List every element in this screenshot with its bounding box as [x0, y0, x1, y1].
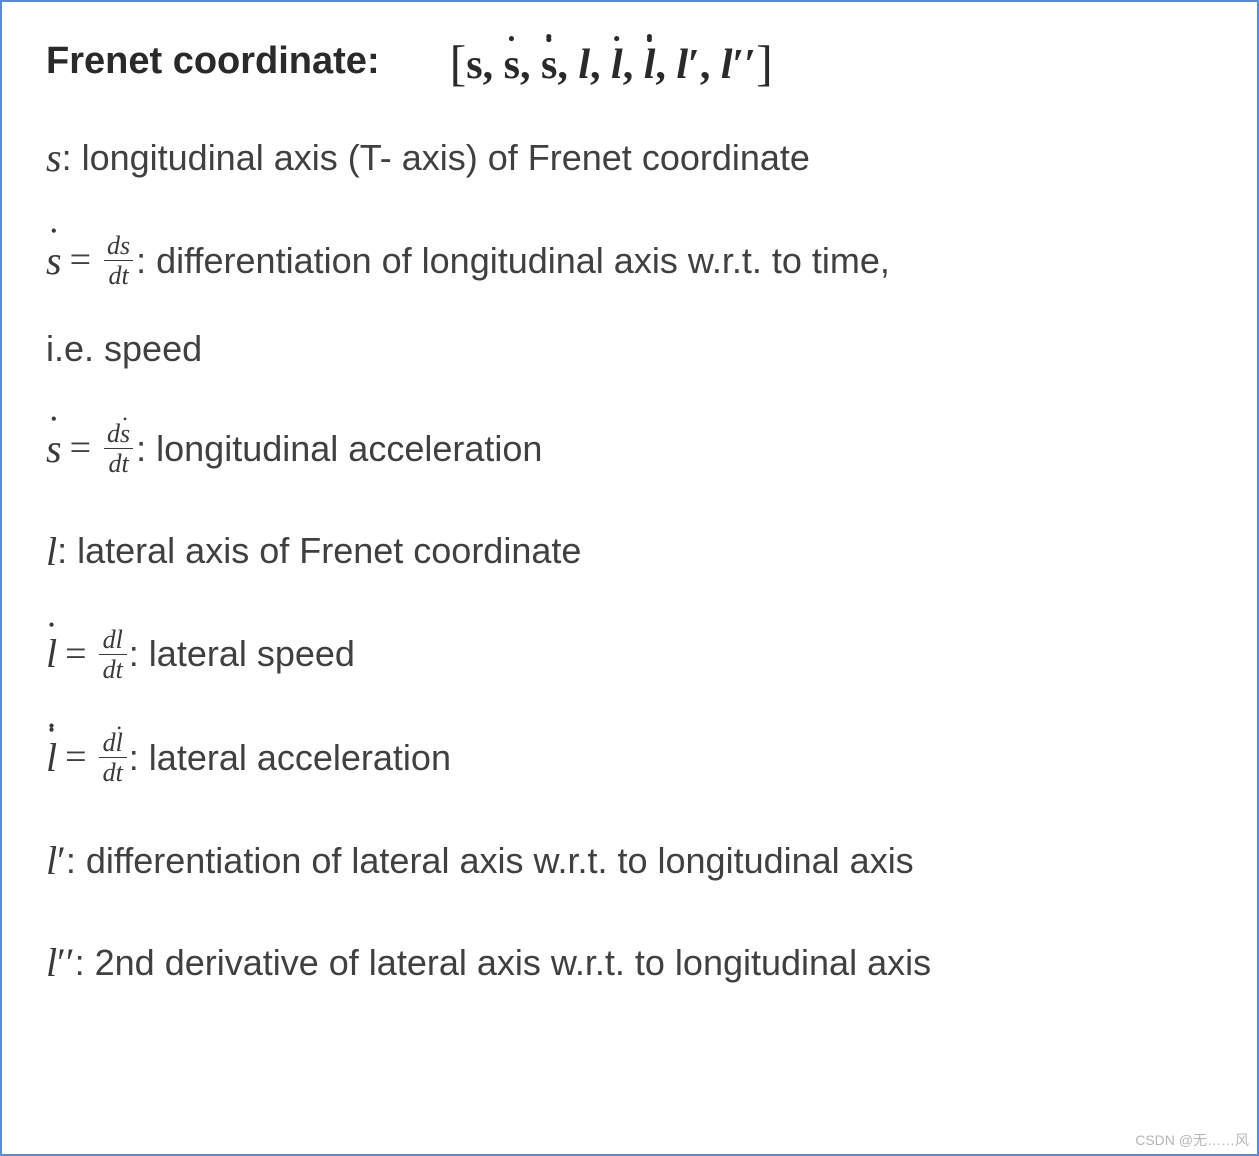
- equals-sign: =: [65, 731, 86, 784]
- fraction-ds-dt: ds dt: [103, 232, 134, 290]
- frac-den: dt: [104, 260, 132, 289]
- frac-num: ds: [103, 232, 134, 260]
- desc-ldoubleprime: : 2nd derivative of lateral axis w.r.t. …: [75, 938, 931, 988]
- fraction-dsdot-dt: d•s dt: [103, 420, 134, 478]
- desc-s: : longitudinal axis (T- axis) of Frenet …: [62, 133, 810, 183]
- document-frame: Frenet coordinate: [s, •s, ••s, l, •l, •…: [0, 0, 1259, 1156]
- symbol-lprime: l′: [46, 833, 66, 889]
- symbol-sdot: •s: [46, 233, 62, 289]
- symbol-s: s: [46, 130, 62, 186]
- frac-den: dt: [99, 654, 127, 683]
- equals-sign: =: [65, 628, 86, 681]
- definition-lprime: l′ : differentiation of lateral axis w.r…: [46, 833, 1217, 889]
- watermark: CSDN @无……风: [1135, 1130, 1249, 1150]
- desc-sddot: : longitudinal acceleration: [136, 424, 542, 474]
- equals-sign: =: [70, 234, 91, 287]
- definition-lddot: ••l = d•l dt : lateral acceleration: [46, 729, 1217, 787]
- desc-l: : lateral axis of Frenet coordinate: [57, 526, 581, 576]
- definition-s: s : longitudinal axis (T- axis) of Frene…: [46, 130, 1217, 186]
- equals-sign: =: [70, 422, 91, 475]
- heading-label: Frenet coordinate:: [46, 40, 380, 83]
- symbol-lddot: ••l: [46, 730, 57, 786]
- frac-num: d•l: [99, 729, 127, 757]
- symbol-ldot: •l: [46, 626, 57, 682]
- fraction-dldot-dt: d•l dt: [99, 729, 127, 787]
- desc-ldot: : lateral speed: [129, 629, 355, 679]
- fraction-dl-dt: dl dt: [99, 626, 127, 684]
- right-bracket: ]: [756, 35, 773, 91]
- left-bracket: [: [450, 35, 467, 91]
- definition-sdot: •s = ds dt : differentiation of longitud…: [46, 232, 1217, 290]
- definition-sddot: •s = d•s dt : longitudinal acceleration: [46, 420, 1217, 478]
- heading-line: Frenet coordinate: [s, •s, ••s, l, •l, •…: [46, 32, 1217, 90]
- definition-ldot: •l = dl dt : lateral speed: [46, 626, 1217, 684]
- frac-num: d•s: [103, 420, 134, 448]
- state-vector: [s, •s, ••s, l, •l, ••l, l′, l′′]: [450, 32, 773, 90]
- definition-sdot-cont: i.e. speed: [46, 324, 1217, 374]
- desc-sdot-2: i.e. speed: [46, 324, 202, 374]
- desc-lddot: : lateral acceleration: [129, 733, 451, 783]
- frac-num: dl: [99, 626, 127, 654]
- frac-den: dt: [99, 757, 127, 786]
- definition-ldoubleprime: l′′ : 2nd derivative of lateral axis w.r…: [46, 935, 1217, 991]
- frac-den: dt: [104, 448, 132, 477]
- symbol-sdot-accel: •s: [46, 421, 62, 477]
- desc-sdot: : differentiation of longitudinal axis w…: [136, 236, 890, 286]
- definition-l: l : lateral axis of Frenet coordinate: [46, 524, 1217, 580]
- desc-lprime: : differentiation of lateral axis w.r.t.…: [66, 836, 914, 886]
- symbol-l: l: [46, 524, 57, 580]
- symbol-ldoubleprime: l′′: [46, 935, 75, 991]
